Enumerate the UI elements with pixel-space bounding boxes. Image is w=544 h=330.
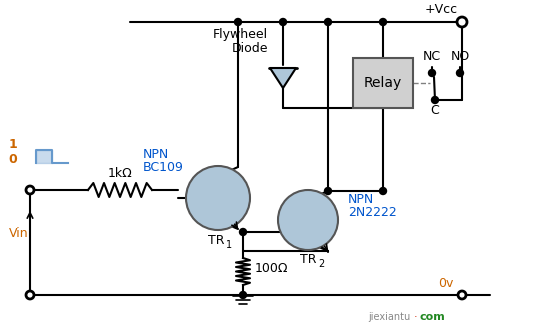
Text: NPN: NPN — [143, 148, 169, 161]
Circle shape — [278, 190, 338, 250]
Text: BC109: BC109 — [143, 161, 184, 174]
Text: TR: TR — [208, 234, 225, 247]
Text: 1: 1 — [8, 138, 17, 151]
Text: 0v: 0v — [438, 277, 453, 290]
Polygon shape — [270, 68, 296, 88]
Circle shape — [239, 228, 246, 236]
Circle shape — [457, 17, 467, 27]
Text: 0: 0 — [8, 153, 17, 166]
Circle shape — [234, 18, 242, 25]
Text: NC: NC — [423, 50, 441, 63]
Circle shape — [239, 291, 246, 299]
Text: 1: 1 — [226, 240, 232, 250]
Circle shape — [26, 291, 34, 299]
Text: 100Ω: 100Ω — [255, 262, 288, 275]
Text: C: C — [431, 104, 440, 117]
Circle shape — [280, 18, 287, 25]
Text: com: com — [420, 312, 446, 322]
Circle shape — [429, 70, 436, 77]
Text: ·: · — [414, 312, 418, 322]
Text: Relay: Relay — [364, 76, 402, 90]
Circle shape — [186, 166, 250, 230]
Circle shape — [26, 186, 34, 194]
Circle shape — [380, 187, 386, 194]
Text: 1kΩ: 1kΩ — [108, 167, 132, 180]
Text: 2N2222: 2N2222 — [348, 206, 397, 219]
Circle shape — [456, 70, 463, 77]
Text: jiexiantu: jiexiantu — [368, 312, 410, 322]
Text: NPN: NPN — [348, 193, 374, 206]
Text: 2: 2 — [318, 259, 324, 269]
Text: NO: NO — [450, 50, 469, 63]
Circle shape — [458, 291, 466, 299]
Text: Diode: Diode — [232, 42, 268, 55]
Circle shape — [431, 96, 438, 104]
Text: Vin: Vin — [9, 227, 29, 240]
Text: Flywheel: Flywheel — [213, 28, 268, 41]
Text: TR: TR — [300, 253, 317, 266]
Circle shape — [325, 18, 331, 25]
Circle shape — [380, 18, 386, 25]
Text: +Vcc: +Vcc — [425, 3, 458, 16]
FancyBboxPatch shape — [353, 58, 413, 108]
Circle shape — [325, 187, 331, 194]
